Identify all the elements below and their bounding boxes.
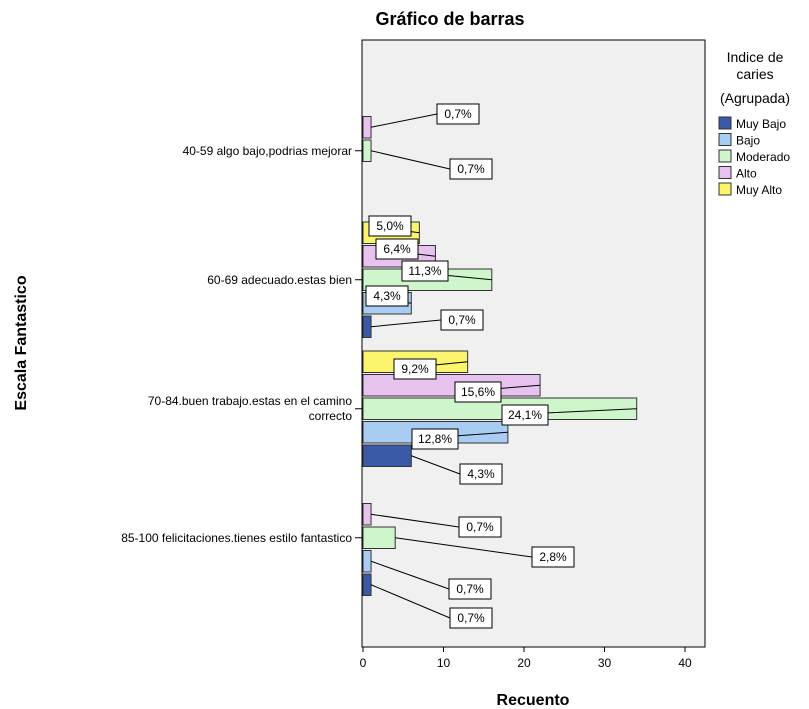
data-label-box bbox=[454, 381, 502, 403]
data-label-alto-1: 6,4% bbox=[383, 242, 411, 256]
data-label-box bbox=[411, 428, 459, 450]
y-axis-title: Escala Fantastico bbox=[13, 275, 30, 410]
legend-swatch-alto bbox=[718, 166, 732, 179]
leader-line bbox=[371, 319, 442, 328]
data-label-muy-alto-1: 5,0% bbox=[376, 219, 404, 233]
data-label-box bbox=[531, 546, 575, 568]
data-label-box bbox=[401, 260, 449, 282]
data-label-box bbox=[459, 463, 503, 485]
data-label-bajo-2: 12,8% bbox=[418, 432, 452, 446]
data-label-moderado-2: 24,1% bbox=[508, 408, 542, 422]
legend-label-bajo: Bajo bbox=[736, 134, 760, 148]
data-label-bajo-1: 4,3% bbox=[373, 289, 401, 303]
legend-label-alto: Alto bbox=[736, 167, 757, 181]
x-axis-title: Recuento bbox=[497, 692, 570, 709]
data-label-box bbox=[375, 238, 419, 260]
category-label-3: 85-100 felicitaciones.tienes estilo fant… bbox=[121, 531, 352, 545]
data-label-box bbox=[448, 578, 492, 600]
data-label-box bbox=[449, 158, 493, 180]
data-label-box bbox=[436, 103, 480, 125]
legend-label-muy-alto: Muy Alto bbox=[736, 183, 782, 197]
data-label-moderado-0: 0,7% bbox=[457, 162, 485, 176]
bar-bajo-3 bbox=[362, 550, 372, 573]
chart-title: Gráfico de barras bbox=[375, 9, 524, 29]
category-label-1: 60-69 adecuado.estas bien bbox=[207, 273, 352, 287]
data-label-box bbox=[393, 358, 437, 380]
legend-swatch-moderado bbox=[718, 149, 732, 163]
x-axis: 0 10 20 30 40 bbox=[360, 647, 692, 670]
bar-moderado-0 bbox=[362, 139, 372, 162]
data-label-muy-bajo-3: 0,7% bbox=[457, 611, 485, 625]
bar-muy-bajo-1 bbox=[362, 315, 372, 338]
legend-label-muy-bajo: Muy Bajo bbox=[736, 117, 786, 131]
data-label-alto-3: 0,7% bbox=[466, 520, 494, 534]
data-label-box bbox=[458, 516, 502, 538]
data-label-alto-0: 0,7% bbox=[444, 107, 472, 121]
data-label-box bbox=[368, 215, 412, 237]
x-tick-label: 30 bbox=[598, 656, 612, 670]
leader-line bbox=[370, 113, 438, 128]
data-label-moderado-1: 11,3% bbox=[408, 264, 441, 278]
data-label-muy-bajo-1: 0,7% bbox=[448, 313, 476, 327]
bar-alto-0 bbox=[362, 116, 372, 139]
leader-line bbox=[370, 150, 451, 170]
legend-title-line-2: caries bbox=[736, 66, 773, 82]
category-label-0: 40-59 algo bajo,podrias mejorar bbox=[183, 144, 352, 158]
x-tick-label: 10 bbox=[437, 656, 451, 670]
data-label-bajo-3: 0,7% bbox=[456, 582, 484, 596]
leader-line bbox=[370, 513, 460, 528]
category-labels: 40-59 algo bajo,podrias mejorar 60-69 ade… bbox=[121, 144, 362, 545]
data-labels: 0,7% 0,7% 0,7% 4,3% 11,3% 6,4% 5,0% 4,3% 12,8% 24… bbox=[365, 103, 637, 629]
data-label-box bbox=[365, 285, 409, 307]
legend-title-line-3: (Agrupada) bbox=[720, 90, 790, 106]
leader-line bbox=[370, 584, 451, 619]
x-tick-label: 20 bbox=[517, 656, 531, 670]
leader-line bbox=[395, 537, 533, 558]
bar-muy-bajo-2 bbox=[362, 444, 412, 467]
data-label-box bbox=[440, 309, 484, 331]
legend-swatch-muy-bajo bbox=[718, 116, 732, 130]
bar-moderado-3 bbox=[362, 526, 396, 549]
data-label-box bbox=[449, 607, 493, 629]
legend-swatch-bajo bbox=[718, 133, 732, 146]
leader-line bbox=[411, 455, 461, 475]
data-label-box bbox=[501, 404, 549, 426]
data-label-alto-2: 15,6% bbox=[461, 385, 495, 399]
leader-line bbox=[370, 560, 450, 590]
data-label-muy-alto-2: 9,2% bbox=[401, 362, 429, 376]
x-tick-label: 0 bbox=[360, 656, 367, 670]
bar-alto-3 bbox=[362, 503, 372, 526]
legend-title-line-1: Indice de bbox=[727, 49, 784, 65]
bar-muy-bajo-3 bbox=[362, 573, 372, 596]
category-label-2: 70-84.buen trabajo.estas en el camino cor… bbox=[148, 394, 352, 423]
plot-area bbox=[361, 39, 706, 648]
x-tick-label: 40 bbox=[678, 656, 692, 670]
bar-alto-2 bbox=[362, 374, 541, 397]
legend: Indice de caries (Agrupada) Muy Bajo Bajo… bbox=[718, 49, 790, 197]
data-label-muy-bajo-2: 4,3% bbox=[467, 467, 495, 481]
legend-swatch-muy-alto bbox=[718, 182, 732, 196]
data-label-moderado-3: 2,8% bbox=[539, 550, 567, 564]
legend-label-moderado: Moderado bbox=[736, 150, 790, 164]
